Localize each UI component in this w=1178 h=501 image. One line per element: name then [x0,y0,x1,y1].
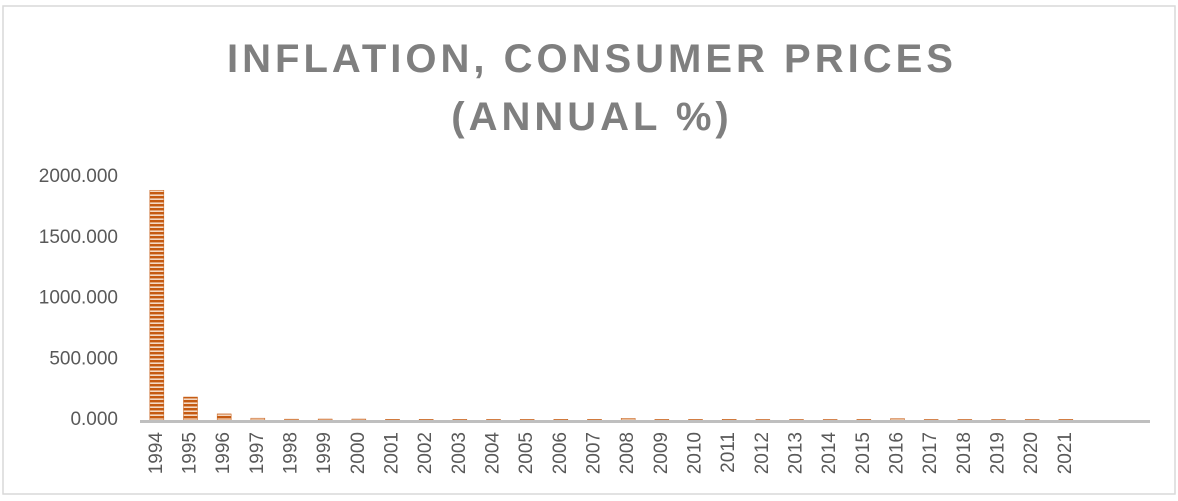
x-tick-label: 2003 [449,432,470,474]
x-tick-label: 2005 [516,432,537,474]
x-tick-label: 2018 [954,432,975,474]
bar [520,419,534,420]
y-tick-label: 2000.000 [39,166,118,187]
bar [352,419,366,420]
bar [487,419,501,420]
bar [857,419,871,420]
x-tick-label: 2013 [786,432,807,474]
x-tick-label: 1994 [146,432,167,475]
x-tick-label: 2007 [584,432,605,474]
x-tick-label: 2008 [617,432,638,474]
bar [722,419,736,420]
bar [217,414,231,420]
bar [453,419,467,420]
x-tick-label: 2002 [415,432,436,474]
x-tick-label: 1996 [213,432,234,474]
chart-title: (ANNUAL %) [451,95,732,139]
x-tick-label: 1998 [281,432,302,474]
y-tick-label: 0.000 [70,409,118,430]
x-tick-label: 2006 [550,432,571,474]
bar [621,418,635,420]
x-tick-label: 2019 [988,432,1009,474]
x-tick-label: 1999 [314,432,335,474]
bar [891,419,905,420]
bar [689,419,703,420]
x-tick-label: 2015 [853,432,874,474]
bar [184,397,198,420]
x-tick-label: 2011 [718,432,739,473]
bar [285,419,299,420]
x-tick-label: 1995 [180,432,201,474]
bar [554,419,568,420]
bar [150,190,164,420]
y-tick-label: 1000.000 [39,288,118,309]
x-tick-label: 2010 [685,432,706,474]
x-tick-label: 2000 [348,432,369,474]
bar [419,419,433,420]
chart-title: INFLATION, CONSUMER PRICES [227,37,957,81]
x-tick-label: 2004 [483,432,504,475]
x-tick-label: 1997 [247,432,268,474]
bar [251,418,265,420]
x-tick-label: 2016 [887,432,908,474]
bar [588,419,602,420]
bar [655,419,669,420]
x-tick-label: 2014 [819,432,840,475]
x-tick-label: 2012 [752,432,773,474]
y-tick-label: 500.000 [49,348,118,369]
x-tick-label: 2020 [1021,432,1042,474]
x-tick-label: 2017 [920,432,941,474]
x-tick-label: 2001 [382,432,403,474]
x-tick-label: 2009 [651,432,672,474]
y-tick-label: 1500.000 [39,227,118,248]
bar [318,419,332,420]
bar [386,419,400,420]
bar [1059,419,1073,420]
x-tick-label: 2021 [1055,432,1076,474]
